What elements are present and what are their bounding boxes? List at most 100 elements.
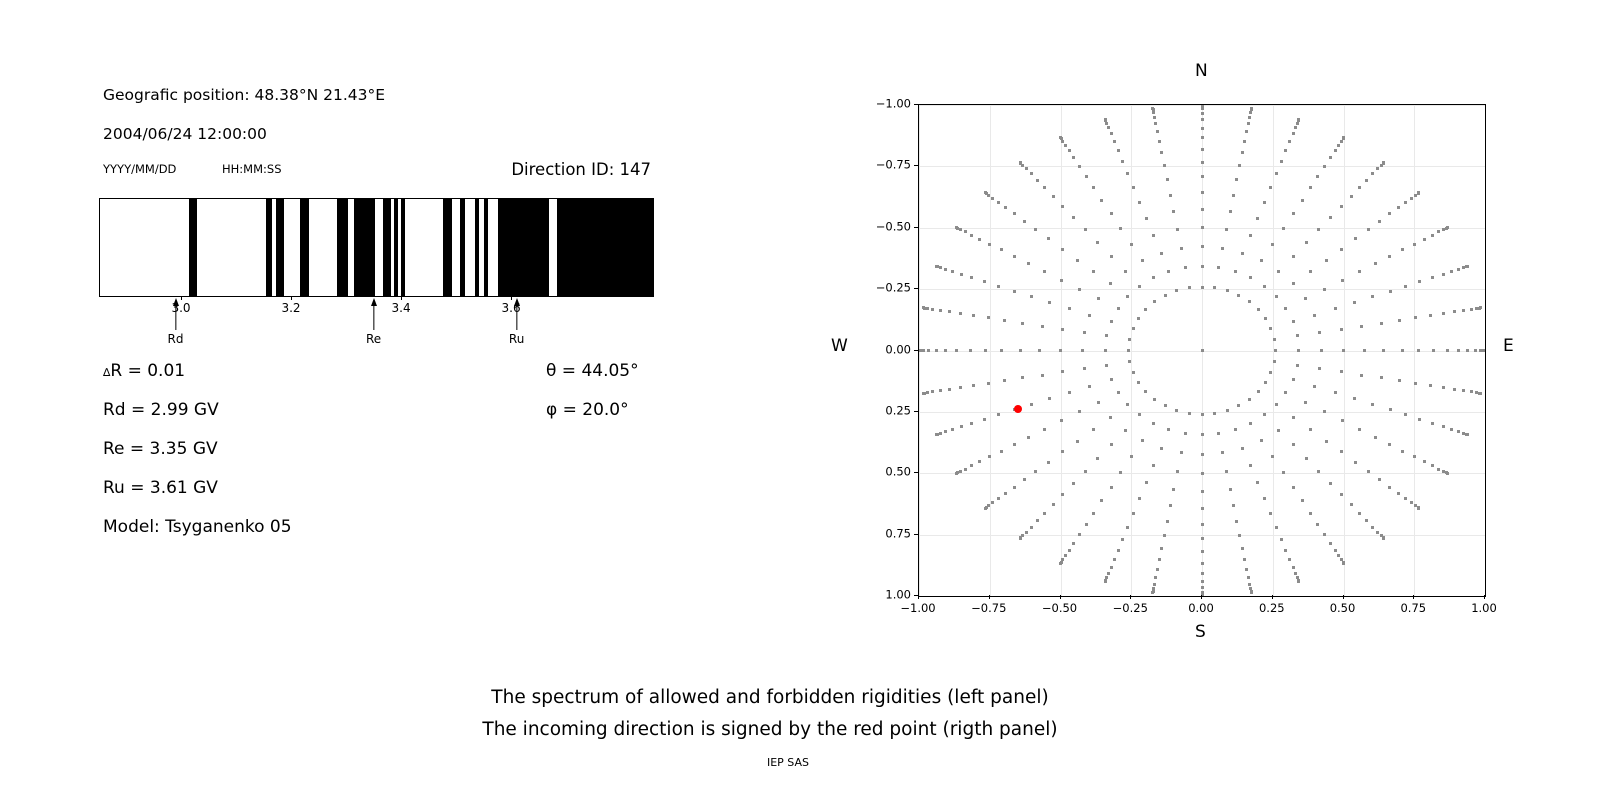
direction-dot — [1029, 403, 1033, 406]
direction-dot — [1349, 503, 1353, 507]
direction-dot — [1059, 561, 1062, 565]
direction-dot — [1083, 469, 1087, 473]
direction-dot — [1291, 255, 1295, 258]
direction-dot — [1388, 408, 1392, 412]
direction-dot — [968, 349, 972, 352]
direction-dot — [983, 349, 987, 352]
direction-dot — [1144, 389, 1148, 393]
direction-dot — [1156, 568, 1159, 572]
direction-dot — [1221, 451, 1225, 455]
direction-dot — [1238, 163, 1242, 167]
direction-dot — [1445, 226, 1449, 230]
direction-dot — [1263, 380, 1267, 384]
direction-dot — [1034, 469, 1038, 473]
direction-dot — [1200, 160, 1204, 164]
direction-dot — [1388, 443, 1392, 446]
direction-dot — [1200, 191, 1204, 195]
direction-dot — [1353, 460, 1357, 464]
direction-dot — [1200, 452, 1204, 456]
direction-dot — [1012, 212, 1016, 216]
direction-dot — [1297, 579, 1301, 583]
direction-dot — [1018, 160, 1022, 164]
direction-dot — [1473, 349, 1477, 352]
direction-dot — [1292, 415, 1296, 419]
direction-dot — [1200, 412, 1204, 416]
direction-dot — [988, 242, 992, 246]
gridline-horizontal — [919, 596, 1485, 597]
direction-dot — [1138, 200, 1142, 204]
delta-r-value: ∆R = 0.01 — [103, 361, 186, 381]
direction-dot — [1165, 178, 1169, 181]
direction-dot — [1078, 164, 1081, 168]
direction-dot — [1154, 121, 1158, 125]
direction-dot — [1200, 489, 1204, 493]
direction-dot — [1137, 380, 1141, 384]
time-format-label: HH:MM:SS — [222, 162, 282, 176]
direction-dot — [1457, 267, 1461, 271]
direction-dot — [1200, 265, 1204, 268]
direction-dot — [1040, 324, 1044, 328]
direction-dot — [1035, 519, 1039, 523]
direction-dot — [1109, 443, 1113, 446]
direction-dot — [1337, 554, 1341, 558]
direction-dot — [1109, 377, 1113, 381]
direction-dot — [1012, 443, 1016, 446]
model-label: Model: Tsyganenko 05 — [103, 517, 292, 537]
direction-dot — [1047, 460, 1051, 464]
direction-dot — [1232, 504, 1236, 508]
direction-dot — [1096, 400, 1100, 404]
direction-dot — [1076, 258, 1080, 262]
direction-dot — [1029, 172, 1033, 176]
direction-dot — [1316, 174, 1320, 178]
direction-dot — [1233, 427, 1237, 431]
direction-dot — [1103, 349, 1107, 352]
y-tick — [914, 472, 918, 474]
direction-dot — [1462, 266, 1466, 270]
direction-dot — [959, 228, 963, 232]
direction-dot — [1129, 455, 1133, 459]
direction-dot — [1291, 320, 1295, 324]
direction-dot — [1271, 455, 1275, 459]
direction-dot — [1428, 314, 1432, 318]
direction-dot — [1475, 307, 1478, 310]
direction-dot — [1061, 139, 1065, 143]
direction-dot — [1140, 438, 1144, 442]
direction-dot — [1153, 115, 1156, 119]
direction-dot — [1067, 307, 1071, 310]
direction-dot — [1116, 548, 1120, 552]
direction-dot — [1249, 107, 1253, 111]
direction-dot — [1157, 558, 1161, 562]
direction-dot — [1156, 129, 1159, 133]
direction-dot — [1108, 282, 1112, 286]
direction-dot — [1175, 228, 1179, 232]
direction-dot — [1167, 270, 1171, 274]
gridline-vertical — [1414, 105, 1416, 596]
direction-dot — [1295, 334, 1299, 338]
direction-dot — [1167, 427, 1171, 431]
direction-dot — [1249, 590, 1253, 594]
direction-dot — [982, 280, 986, 284]
direction-dot — [1217, 266, 1221, 270]
direction-dot — [1248, 587, 1252, 591]
direction-dot — [1409, 196, 1413, 200]
direction-dot — [988, 455, 992, 459]
direction-dot — [1263, 317, 1267, 321]
direction-dot — [1248, 582, 1251, 586]
direction-dot — [1038, 349, 1042, 352]
direction-dot — [1121, 538, 1125, 541]
direction-dot — [1342, 136, 1345, 140]
arrow-stem — [372, 304, 375, 330]
direction-dot — [1333, 548, 1337, 552]
direction-dot — [1397, 492, 1400, 495]
direction-dot — [1417, 191, 1421, 195]
direction-dot — [963, 467, 967, 471]
direction-dot — [1105, 576, 1109, 580]
direction-dot — [1061, 247, 1065, 251]
direction-dot — [1272, 338, 1276, 341]
direction-dot — [1256, 389, 1260, 393]
direction-dot — [1228, 210, 1232, 214]
direction-dot — [1128, 338, 1132, 341]
direction-dot — [1072, 541, 1076, 545]
gridline-vertical — [1485, 105, 1486, 596]
direction-dot — [1371, 403, 1375, 406]
